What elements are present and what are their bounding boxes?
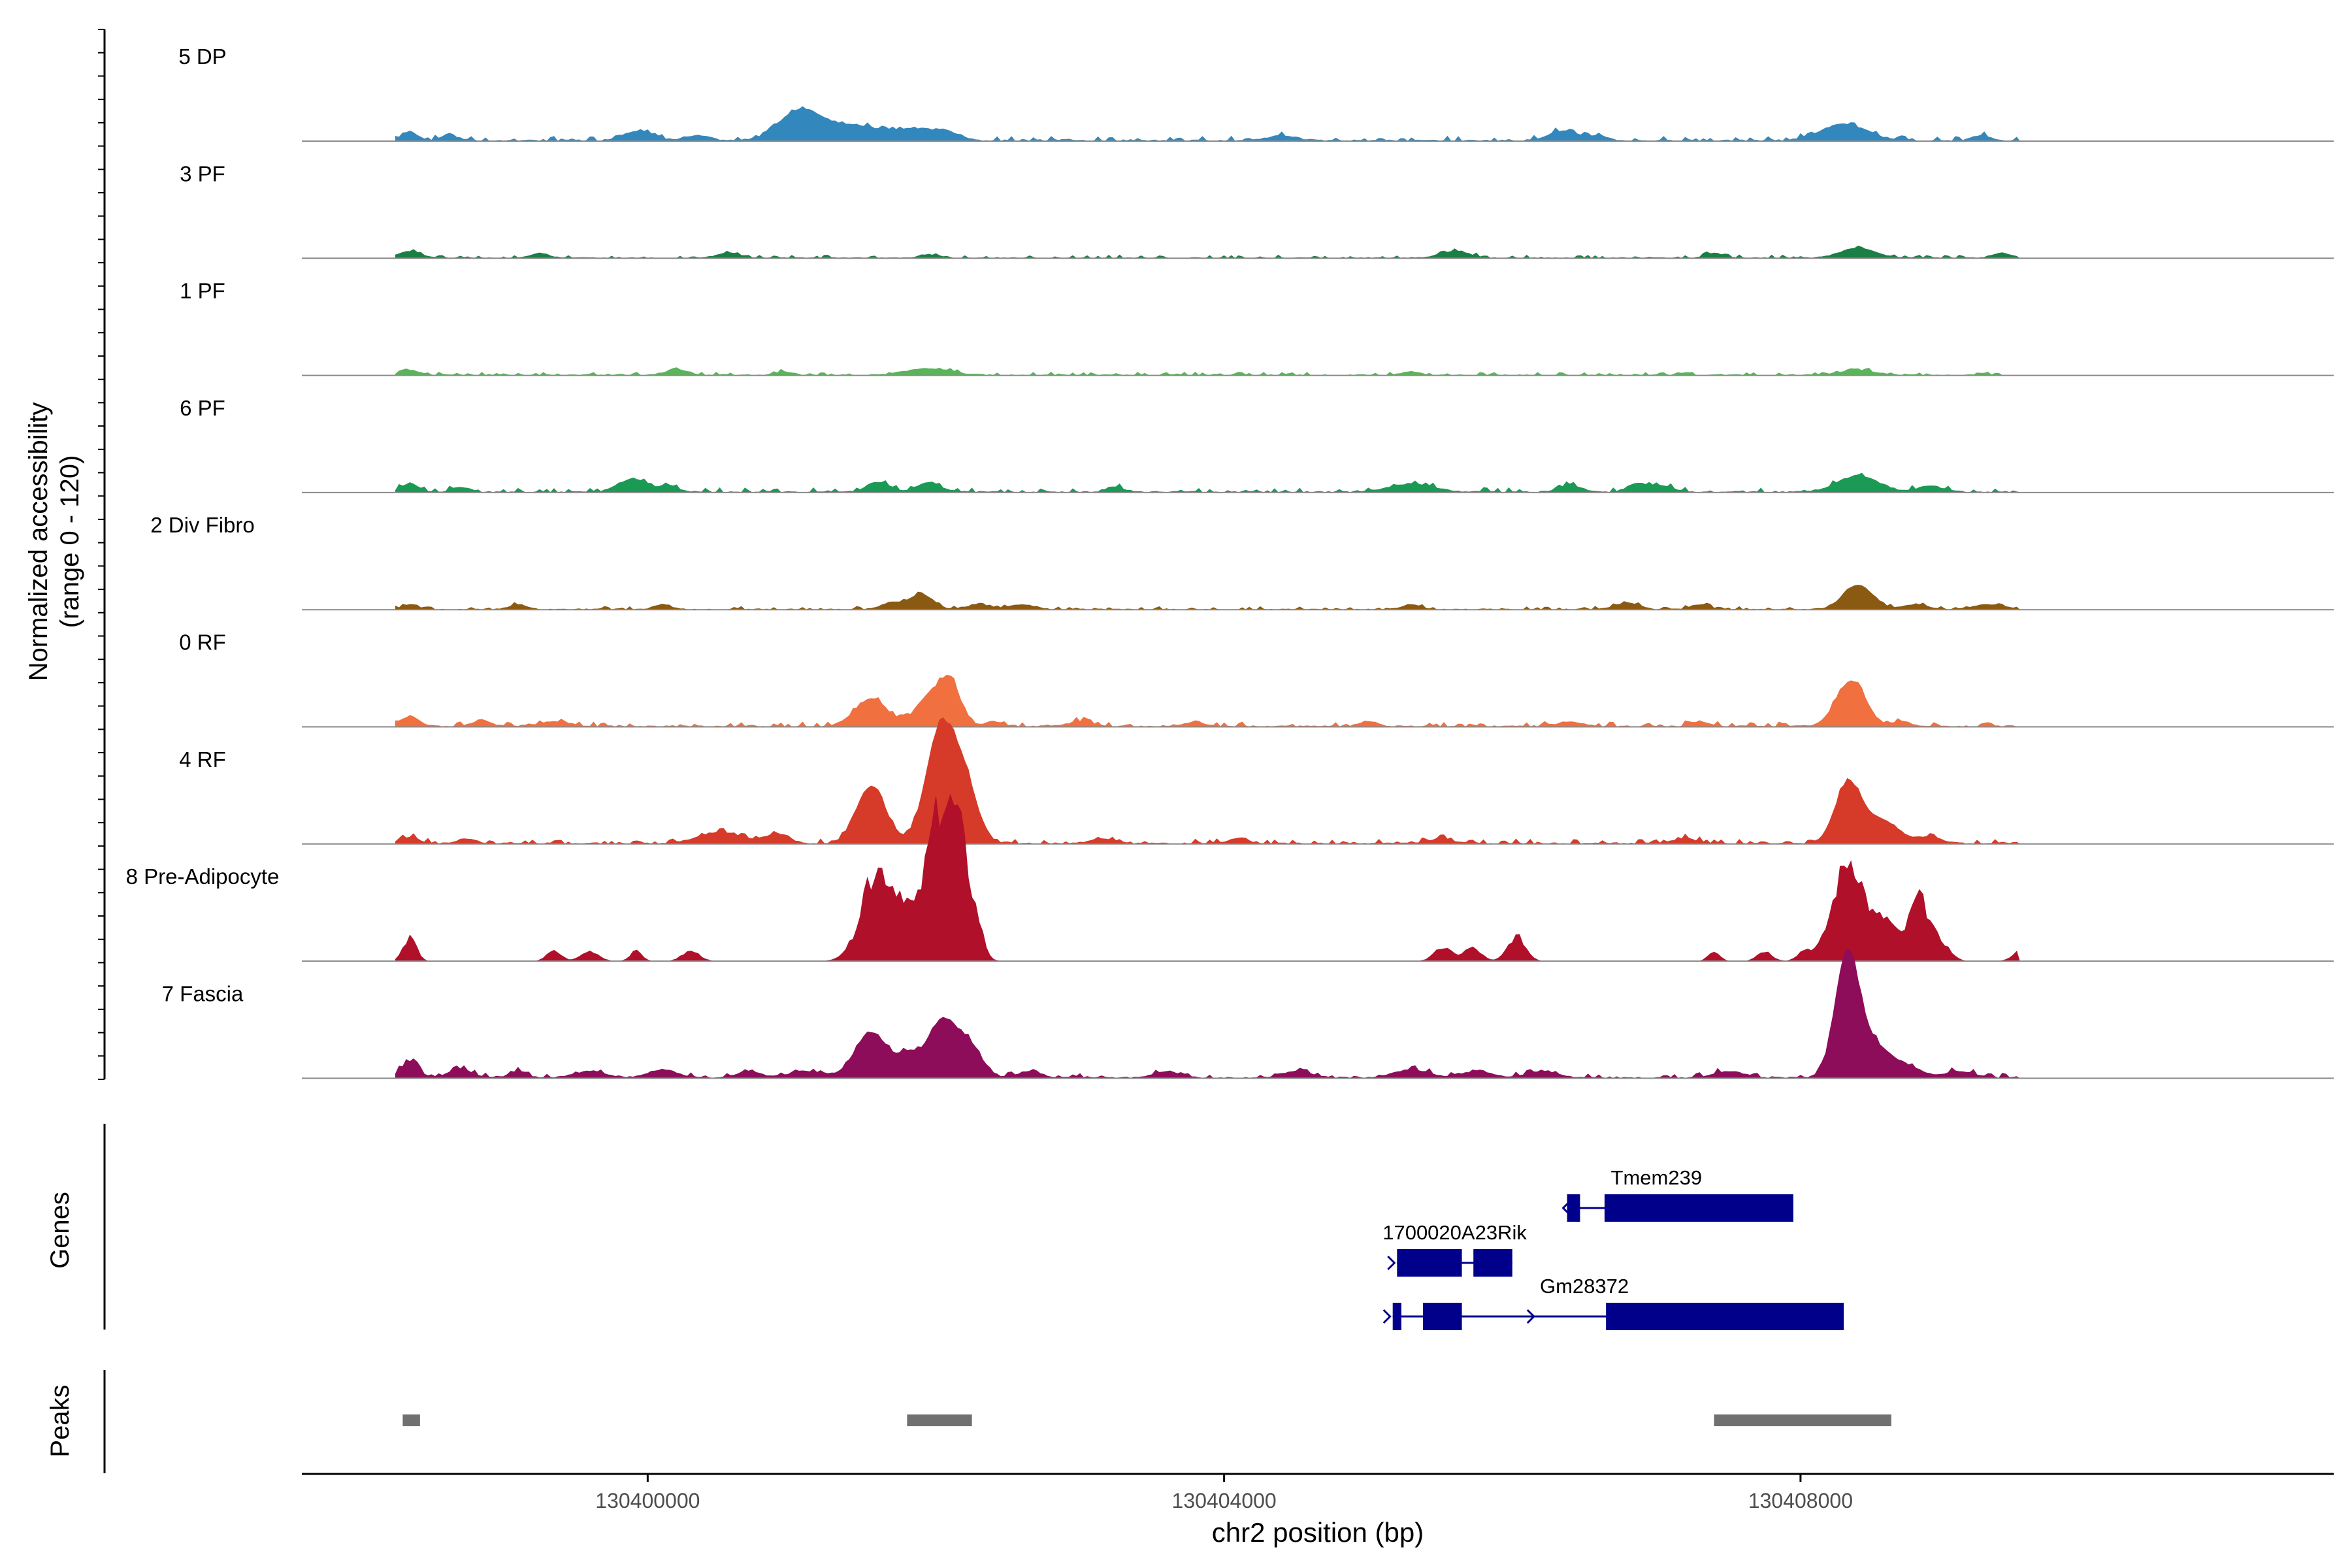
gene-exon <box>1423 1303 1462 1330</box>
track-8-pre-adipocyte: 8 Pre-Adipocyte <box>126 793 2334 962</box>
strand-arrow <box>1387 1255 1396 1271</box>
gene-label: Tmem239 <box>1611 1166 1703 1189</box>
x-tick-label: 130404000 <box>1172 1489 1277 1512</box>
peak-region <box>1714 1414 1891 1426</box>
track-5-dp: 5 DP <box>178 44 2334 142</box>
gene-gm28372: Gm28372 <box>1382 1275 1844 1330</box>
y-axis <box>98 29 106 1080</box>
coverage-area <box>395 472 2020 493</box>
gene-exon <box>1606 1303 1844 1330</box>
gene-exon <box>1604 1194 1793 1222</box>
gene-exon <box>1567 1194 1580 1222</box>
track-label: 5 DP <box>178 44 226 69</box>
track-4-rf: 4 RF <box>179 717 2334 845</box>
track-0-rf: 0 RF <box>179 630 2334 728</box>
strand-arrow <box>1526 1309 1535 1324</box>
strand-arrow <box>1561 1200 1571 1216</box>
peak-region <box>402 1414 420 1426</box>
gene-exon <box>1473 1249 1512 1277</box>
track-1-pf: 1 PF <box>180 279 2334 376</box>
gene-1700020a23rik: 1700020A23Rik <box>1382 1221 1527 1277</box>
track-label: 6 PF <box>180 396 225 420</box>
gene-label: Gm28372 <box>1540 1275 1629 1298</box>
track-7-fascia: 7 Fascia <box>162 948 2334 1079</box>
gene-label: 1700020A23Rik <box>1382 1221 1527 1244</box>
gene-exon <box>1397 1249 1462 1277</box>
track-2-div-fibro: 2 Div Fibro <box>150 513 2334 611</box>
track-3-pf: 3 PF <box>180 161 2334 259</box>
track-label: 2 Div Fibro <box>150 513 255 537</box>
x-axis-label: chr2 position (bp) <box>1212 1517 1424 1548</box>
strand-arrow <box>1382 1309 1392 1324</box>
x-tick-label: 130400000 <box>595 1489 700 1512</box>
genes-panel-label: Genes <box>46 1192 74 1269</box>
x-tick-label: 130408000 <box>1748 1489 1853 1512</box>
track-label: 7 Fascia <box>162 981 244 1005</box>
gene-exon <box>1392 1303 1401 1330</box>
track-label: 0 RF <box>179 630 226 655</box>
track-label: 1 PF <box>180 279 225 303</box>
y-axis-label-line1: Normalized accessibility <box>24 402 53 681</box>
gene-tmem239: Tmem239 <box>1561 1166 1793 1222</box>
x-axis: 130400000 130404000 130408000 <box>302 1473 2334 1512</box>
genes-panel: Tmem239 1700020A23Rik Gm28372 <box>103 1124 1844 1330</box>
track-6-pf: 6 PF <box>180 396 2334 493</box>
y-axis-label-line2: (range 0 - 120) <box>56 455 84 629</box>
track-label: 8 Pre-Adipocyte <box>126 864 280 889</box>
peaks-panel <box>103 1370 1891 1473</box>
coverage-area <box>395 717 2021 845</box>
peaks-panel-label: Peaks <box>46 1384 74 1457</box>
coverage-area <box>395 948 2021 1079</box>
track-label: 3 PF <box>180 161 225 186</box>
peak-region <box>907 1414 972 1426</box>
coverage-tracks: 5 DP 3 PF 1 PF 6 PF 2 Div Fibro 0 RF 4 RF 8 Pre… <box>126 44 2334 1079</box>
track-label: 4 RF <box>179 747 226 772</box>
